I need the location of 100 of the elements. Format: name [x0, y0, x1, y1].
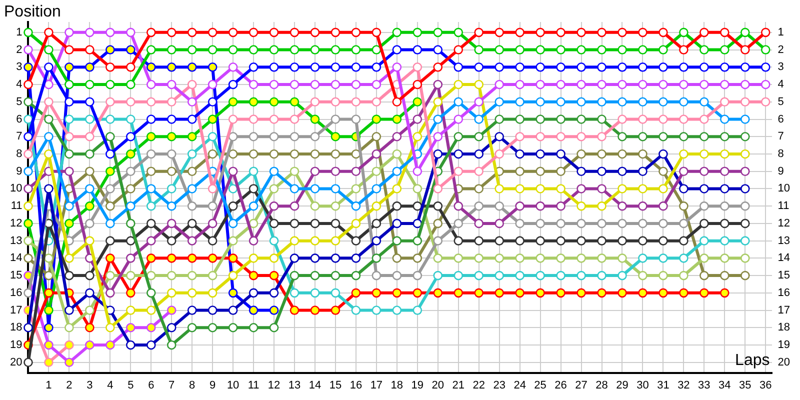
point	[618, 166, 627, 176]
x-tick-label: 1	[46, 379, 52, 392]
point	[638, 254, 648, 263]
point	[454, 62, 464, 72]
point	[166, 114, 176, 124]
point	[24, 28, 33, 38]
point	[330, 62, 340, 72]
point	[208, 218, 218, 228]
point	[44, 80, 54, 90]
point	[351, 288, 361, 298]
point	[64, 80, 74, 90]
point	[658, 254, 668, 263]
point	[638, 201, 648, 211]
point	[597, 149, 606, 159]
point	[24, 236, 33, 246]
point	[106, 149, 115, 159]
point	[64, 28, 74, 38]
point	[412, 62, 422, 72]
point	[454, 166, 464, 176]
point	[740, 62, 750, 72]
point	[618, 236, 627, 246]
point	[208, 270, 218, 280]
point	[228, 97, 238, 107]
point	[85, 62, 94, 72]
point	[24, 184, 33, 194]
point	[228, 218, 238, 228]
point	[146, 322, 156, 332]
point	[474, 149, 484, 159]
point	[454, 97, 464, 107]
point	[494, 80, 504, 90]
point	[372, 236, 382, 246]
y-tick-label: 9	[16, 165, 22, 178]
point	[372, 149, 382, 159]
x-tick-label: 33	[698, 379, 710, 392]
point	[269, 97, 279, 107]
point	[351, 97, 361, 107]
y-tick-label: 14	[10, 252, 22, 264]
point	[330, 114, 340, 124]
point	[372, 166, 382, 176]
point	[64, 114, 74, 124]
point	[310, 306, 320, 315]
point	[760, 28, 770, 38]
point	[166, 340, 176, 350]
x-tick-label: 36	[759, 379, 772, 392]
point	[454, 80, 464, 90]
point	[700, 218, 709, 228]
point	[187, 322, 197, 332]
point	[106, 166, 115, 176]
point	[638, 45, 648, 54]
point	[228, 149, 238, 159]
point	[330, 201, 340, 211]
x-tick-label: 19	[411, 379, 424, 392]
point	[248, 288, 258, 298]
x-tick-label: 35	[739, 379, 752, 392]
point	[474, 184, 484, 194]
point	[85, 132, 94, 142]
y-axis-title: Position	[4, 3, 61, 20]
point	[576, 114, 586, 124]
point	[700, 114, 709, 124]
point	[106, 270, 115, 280]
point	[740, 236, 750, 246]
point	[700, 236, 709, 246]
point	[228, 45, 238, 54]
point	[679, 80, 688, 90]
point	[740, 201, 750, 211]
y-tick-label: 10	[10, 182, 22, 195]
point	[576, 184, 586, 194]
point	[515, 62, 524, 72]
point	[24, 201, 33, 211]
point	[597, 62, 606, 72]
point	[146, 236, 156, 246]
point	[85, 340, 94, 350]
point	[638, 270, 648, 280]
point	[679, 132, 688, 142]
point	[166, 218, 176, 228]
point	[658, 288, 668, 298]
point	[454, 288, 464, 298]
point	[106, 322, 115, 332]
point	[679, 166, 688, 176]
point	[310, 132, 320, 142]
point	[494, 45, 504, 54]
point	[412, 270, 422, 280]
point	[700, 62, 709, 72]
point	[330, 218, 340, 228]
y-tick-label: 12	[10, 217, 22, 230]
point	[248, 80, 258, 90]
point	[64, 149, 74, 159]
point	[760, 80, 770, 90]
point	[351, 80, 361, 90]
x-tick-label: 26	[554, 379, 567, 392]
point	[392, 184, 402, 194]
point	[248, 201, 258, 211]
point	[658, 97, 668, 107]
point	[126, 149, 136, 159]
point	[351, 201, 361, 211]
point	[351, 236, 361, 246]
point	[474, 218, 484, 228]
point	[618, 132, 627, 142]
point	[64, 218, 74, 228]
point	[638, 288, 648, 298]
